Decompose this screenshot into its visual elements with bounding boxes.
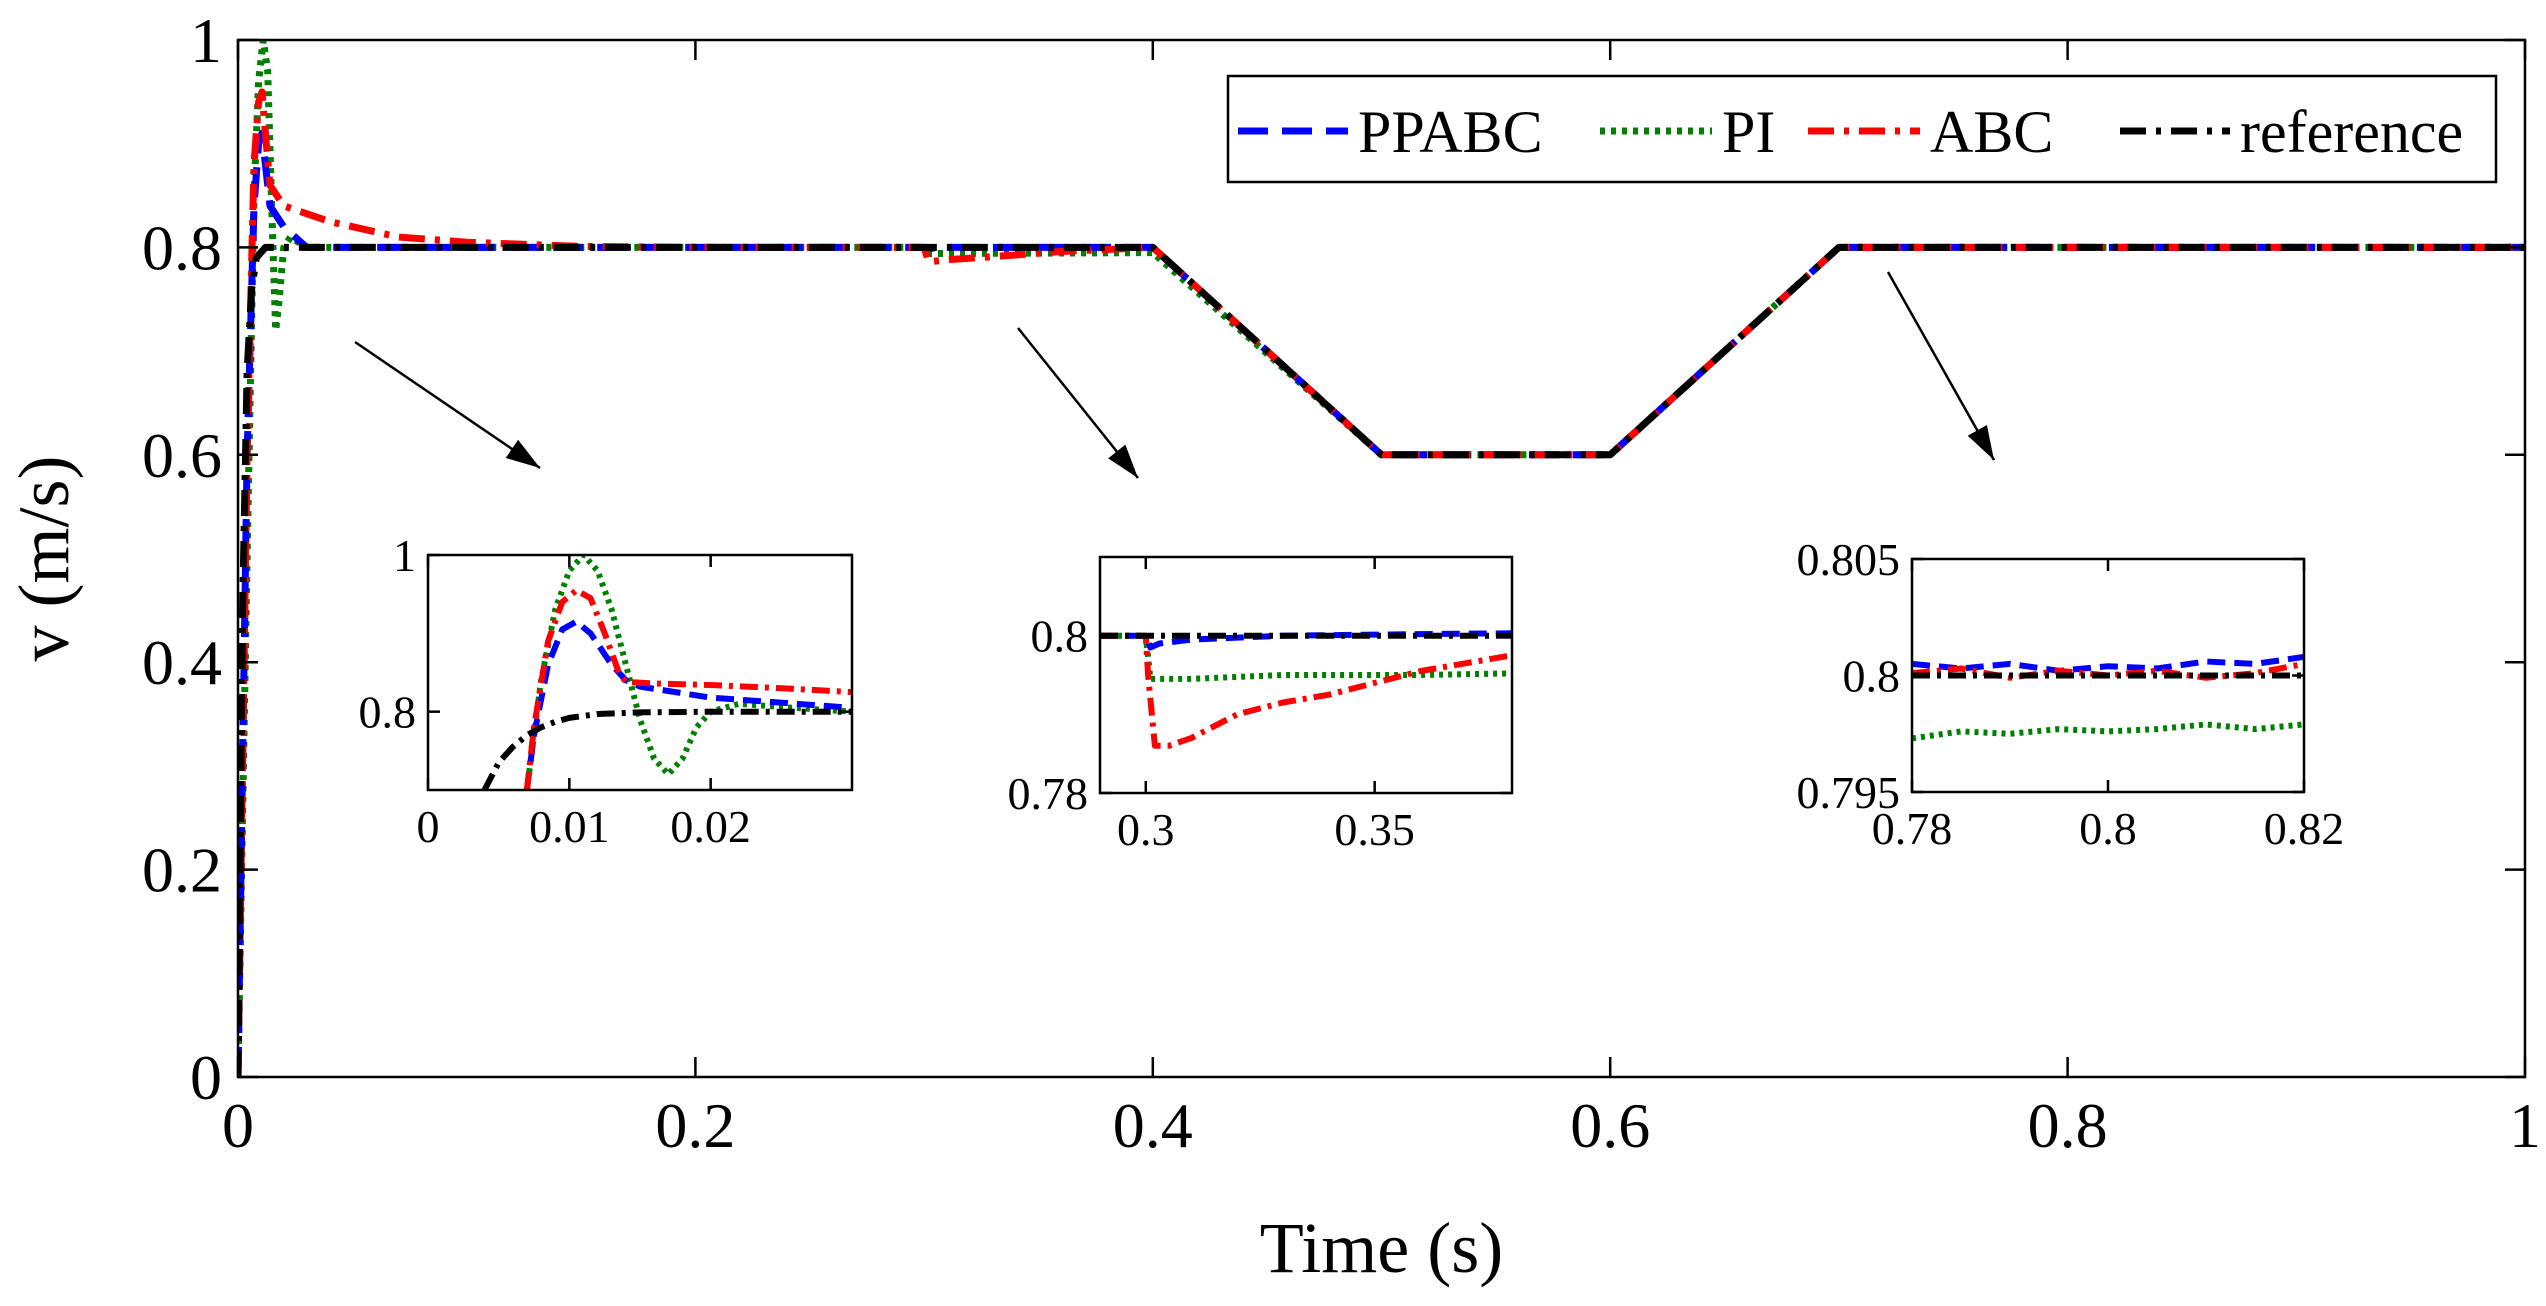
main-series bbox=[238, 40, 2525, 1077]
inset-1-axes-frame bbox=[426, 553, 854, 792]
main-xtick-label: 0.2 bbox=[655, 1090, 735, 1161]
inset-3-series-pi bbox=[1912, 721, 2304, 742]
inset-disturbance: 0.3 0.35 0.78 0.8 bbox=[1008, 555, 1514, 855]
y-axis-title: v (m/s) bbox=[4, 456, 84, 662]
legend-label-abc: ABC bbox=[1930, 99, 2053, 165]
inset-1-series bbox=[481, 555, 852, 790]
zoom-arrow-3 bbox=[1886, 271, 1996, 461]
main-axes-frame bbox=[236, 38, 2527, 1079]
main-xtick-label: 0 bbox=[222, 1090, 254, 1161]
main-xtick-label: 0.8 bbox=[2028, 1090, 2108, 1161]
legend: PPABC PI ABC reference bbox=[1226, 74, 2498, 184]
legend-label-pi: PI bbox=[1722, 99, 1775, 165]
inset-1-plot-area bbox=[428, 555, 852, 790]
inset-2-ytick-label: 0.78 bbox=[1008, 768, 1089, 819]
inset-2-xtick-label: 0.3 bbox=[1117, 804, 1175, 855]
main-ytick-label: 0.8 bbox=[142, 212, 222, 283]
inset-3-series bbox=[1912, 653, 2304, 742]
main-series-reference bbox=[238, 243, 2525, 1077]
zoom-arrows bbox=[354, 271, 1996, 479]
inset-3-xtick-label: 0.82 bbox=[2264, 803, 2345, 854]
inset-2-ytick-label: 0.8 bbox=[1031, 611, 1089, 662]
inset-1-series-abc bbox=[523, 587, 852, 790]
zoom-arrow-head-3 bbox=[1967, 424, 1994, 460]
main-ytick-label: 0.6 bbox=[142, 420, 222, 491]
zoom-arrow-head-1 bbox=[505, 439, 540, 468]
inset-1-xtick-label: 0.01 bbox=[529, 801, 610, 852]
inset-1-ytick-label: 0.8 bbox=[359, 687, 417, 738]
zoom-arrow-1 bbox=[354, 340, 541, 470]
inset-3-ytick-label: 0.805 bbox=[1797, 534, 1901, 585]
main-ytick-label: 0.2 bbox=[142, 835, 222, 906]
inset-1-xtick-label: 0 bbox=[417, 801, 440, 852]
inset-3-ytick-label: 0.8 bbox=[1843, 651, 1901, 702]
inset-startup: 0 0.01 0.02 0.8 1 bbox=[359, 530, 854, 852]
inset-1-ytick-label: 1 bbox=[393, 530, 416, 581]
inset-3-series-ppabc bbox=[1912, 653, 2304, 674]
inset-3-ytick-label: 0.795 bbox=[1797, 767, 1901, 818]
main-xtick-label: 0.4 bbox=[1113, 1090, 1193, 1161]
x-axis-title: Time (s) bbox=[1260, 1208, 1503, 1288]
zoom-arrow-head-2 bbox=[1108, 444, 1138, 478]
inset-2-axes-frame bbox=[1098, 555, 1514, 795]
inset-1-series-ppabc bbox=[523, 618, 852, 790]
inset-2-series-abc bbox=[1100, 632, 1512, 749]
inset-2-series bbox=[1100, 630, 1512, 749]
inset-steady-state: 0.78 0.8 0.82 0.795 0.8 0.805 bbox=[1797, 534, 2345, 854]
main-ytick-label: 0 bbox=[190, 1042, 222, 1113]
main-xtick-label: 0.6 bbox=[1570, 1090, 1650, 1161]
inset-3-xtick-label: 0.78 bbox=[1872, 803, 1953, 854]
legend-label-reference: reference bbox=[2240, 99, 2463, 165]
inset-3-xtick-label: 0.8 bbox=[2079, 803, 2137, 854]
main-ytick-label: 0.4 bbox=[142, 627, 222, 698]
legend-label-ppabc: PPABC bbox=[1358, 99, 1543, 165]
main-xtick-label: 1 bbox=[2509, 1090, 2541, 1161]
main-ytick-label: 1 bbox=[190, 5, 222, 76]
inset-1-xtick-label: 0.02 bbox=[670, 801, 751, 852]
inset-1-series-reference bbox=[481, 708, 852, 790]
inset-2-xtick-label: 0.35 bbox=[1334, 804, 1415, 855]
